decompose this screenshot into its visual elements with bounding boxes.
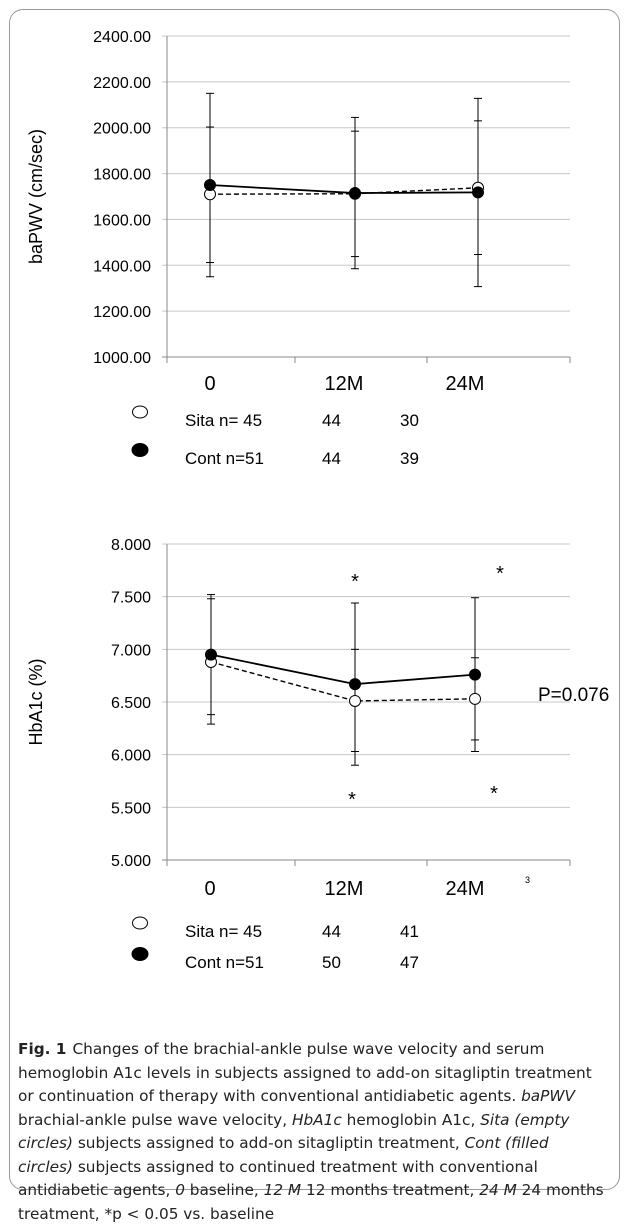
figure-charts: 2400.00 2200.00 2000.00 1800.00 1600.00 1400.… xyxy=(26,29,609,972)
legend-n-value: 44 xyxy=(322,449,341,468)
y-tick-label: 1000.00 xyxy=(93,350,151,367)
data-point xyxy=(469,692,481,705)
y-tick-label: 1600.00 xyxy=(93,212,151,229)
caption-text: subjects assigned to add-on sitagliptin … xyxy=(72,1134,465,1152)
x-tick-label: 24M xyxy=(446,878,485,900)
data-point xyxy=(204,179,216,192)
series-line xyxy=(210,661,476,702)
caption-text: baseline, xyxy=(184,1181,264,1199)
legend-n-value: 39 xyxy=(400,449,419,468)
legend-n-value: 47 xyxy=(400,953,419,972)
y-axis-label: baPWV (cm/sec) xyxy=(26,129,46,264)
y-tick-label: 8.000 xyxy=(111,537,151,554)
caption-text: brachial-ankle pulse wave velocity, xyxy=(18,1110,292,1129)
data-point xyxy=(469,668,481,681)
x-tick-label: 24M xyxy=(446,373,485,395)
y-tick-label: 7.000 xyxy=(111,642,151,659)
caption-term: Cont (filled circles) xyxy=(18,1134,549,1176)
y-tick-label: 7.500 xyxy=(111,590,151,607)
legend-marker xyxy=(131,947,149,961)
caption-term: Sita (empty circles) xyxy=(18,1110,570,1153)
significance-star: * xyxy=(351,571,359,593)
caption-text: hemoglobin A1c, xyxy=(341,1110,481,1129)
legend-label: Cont n=51 xyxy=(185,449,264,468)
data-point xyxy=(205,648,217,661)
p-value-label: P=0.076 xyxy=(538,685,609,706)
legend-n-value: 44 xyxy=(322,922,341,941)
x-tick-label: 0 xyxy=(204,878,215,900)
legend-n-value: 30 xyxy=(400,411,419,430)
caption-term: 0 xyxy=(175,1181,185,1199)
y-tick-label: 6.000 xyxy=(111,748,151,765)
series-line xyxy=(210,653,476,686)
legend-marker xyxy=(132,405,148,419)
caption-text: 12 months treatment, xyxy=(301,1181,480,1199)
caption-label: Fig. 1 xyxy=(18,1040,67,1058)
y-tick-label: 2200.00 xyxy=(93,75,151,92)
y-tick-label: 1800.00 xyxy=(93,167,151,184)
y-tick-label: 1200.00 xyxy=(93,304,151,321)
caption-term: 24 M xyxy=(479,1181,517,1199)
y-tick-label: 6.500 xyxy=(111,695,151,712)
data-point xyxy=(349,187,361,200)
data-point xyxy=(472,186,484,199)
legend-n-value: 44 xyxy=(322,411,341,430)
x-tick-label: 12M xyxy=(325,878,364,900)
legend-marker xyxy=(131,443,149,457)
legend-label: Sita n= 45 xyxy=(185,411,262,430)
caption-text: Changes of the brachial-ankle pulse wave… xyxy=(18,1040,592,1105)
data-point xyxy=(349,694,361,707)
significance-star: * xyxy=(496,563,504,585)
figure-frame xyxy=(9,9,620,1190)
y-tick-label: 2400.00 xyxy=(93,29,151,46)
y-tick-label: 5.500 xyxy=(111,800,151,817)
y-axis-label: HbA1c (%) xyxy=(26,658,46,745)
legend-n-value: 41 xyxy=(400,922,419,941)
legend-marker xyxy=(132,916,148,930)
legend-label: Sita n= 45 xyxy=(185,922,262,941)
y-tick-label: 1400.00 xyxy=(93,258,151,275)
figure-caption: Fig. 1 Changes of the brachial-ankle puls… xyxy=(18,1038,608,1226)
significance-star: * xyxy=(490,783,498,805)
x-tick-label: 12M xyxy=(325,373,364,395)
caption-term: baPWV xyxy=(521,1087,575,1105)
legend-n-value: 50 xyxy=(322,953,341,972)
legend-label: Cont n=51 xyxy=(185,953,264,972)
y-tick-label: 2000.00 xyxy=(93,121,151,138)
data-point xyxy=(349,678,361,691)
significance-star: * xyxy=(348,789,356,811)
caption-text: subjects assigned to continued treatment… xyxy=(18,1157,538,1200)
caption-term: 12 M xyxy=(263,1181,302,1199)
y-tick-label: 5.000 xyxy=(111,853,151,870)
small-mark: 3 xyxy=(525,875,530,885)
x-tick-label: 0 xyxy=(204,373,215,395)
caption-term: HbA1c xyxy=(291,1110,342,1129)
